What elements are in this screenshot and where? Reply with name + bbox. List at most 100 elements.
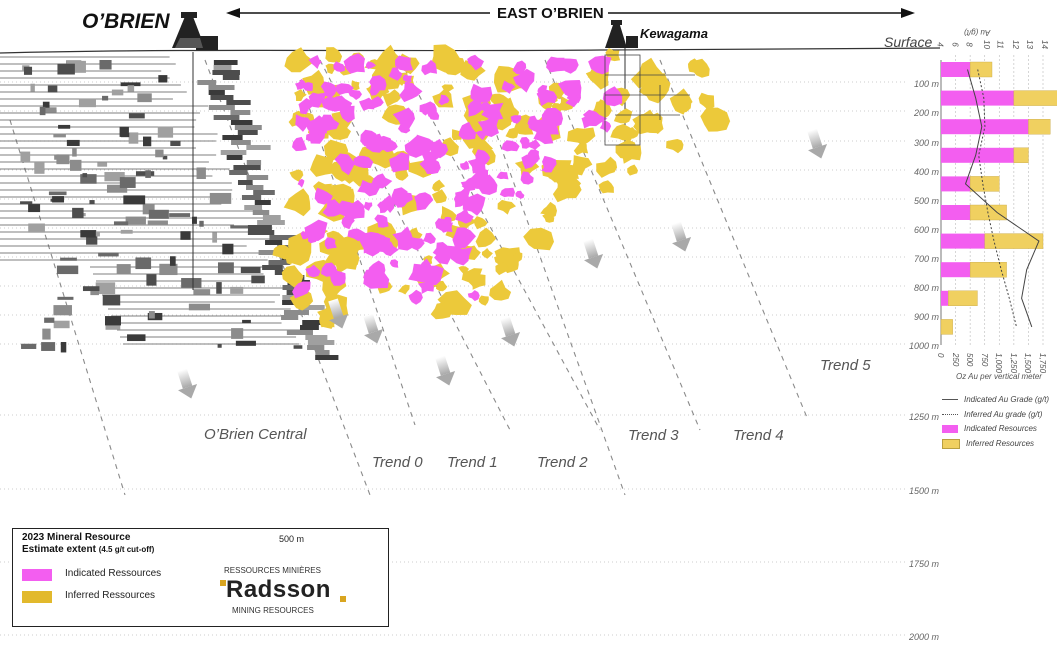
trend-line-5 <box>544 59 701 431</box>
stope-block <box>286 330 313 335</box>
inferred-block <box>598 180 614 194</box>
bar-inferred-1000m <box>940 319 953 335</box>
depth-label-1000: 1000 m <box>908 341 939 351</box>
stope-block <box>148 209 169 219</box>
oz-tick-label: 1,000 <box>994 353 1004 374</box>
indicated-block <box>365 61 377 69</box>
stope-block <box>123 195 146 205</box>
indicated-block <box>418 280 434 294</box>
inferred-block <box>284 47 315 73</box>
trend-label-2: Trend 2 <box>537 454 588 471</box>
stope-block <box>212 70 240 75</box>
stope-block <box>262 215 281 220</box>
stope-block <box>120 132 130 138</box>
inferred-block <box>431 44 461 73</box>
stope-block <box>106 184 128 193</box>
trend-label-5: Trend 5 <box>820 357 871 374</box>
stope-block <box>34 162 45 174</box>
stope-block <box>97 162 108 167</box>
legend-indicated-swatch <box>22 569 52 581</box>
indicated-block <box>305 264 321 278</box>
stope-block <box>208 105 235 110</box>
stope-block <box>113 221 129 226</box>
indicated-block <box>427 111 440 120</box>
depth-label-700: 700 m <box>913 254 939 264</box>
inferred-block <box>395 170 409 181</box>
stope-block <box>111 89 124 96</box>
stope-block <box>95 282 116 295</box>
stope-block <box>230 120 253 125</box>
indicated-block <box>300 82 313 92</box>
stope-block <box>148 311 155 319</box>
stope-block <box>159 263 178 276</box>
indicated-block <box>363 201 373 211</box>
stope-block <box>137 93 152 103</box>
trend-label-central: O’Brien Central <box>204 426 307 443</box>
stope-block <box>20 151 31 163</box>
kewagama-headframe-icon <box>605 20 638 48</box>
stope-block <box>230 225 251 229</box>
stope-block <box>143 136 152 147</box>
indicated-block <box>588 55 612 75</box>
indicated-block <box>360 237 384 257</box>
stope-block <box>258 250 278 255</box>
stope-block <box>199 220 204 227</box>
stope-block <box>99 60 112 70</box>
stope-block <box>127 85 135 92</box>
indicated-block <box>519 137 531 149</box>
inferred-block <box>613 108 633 124</box>
stope-block <box>56 265 79 275</box>
indicated-block <box>419 158 441 174</box>
depth-label-2000: 2000 m <box>908 632 939 642</box>
surface-label: Surface <box>884 34 933 50</box>
depth-label-1250: 1250 m <box>908 412 939 422</box>
inferred-block <box>473 216 488 230</box>
stope-block <box>146 274 157 286</box>
inferred-block <box>441 84 454 93</box>
inferred-block <box>497 199 516 215</box>
indicated-block <box>414 192 434 211</box>
inferred-block <box>430 302 453 320</box>
oz-tick-label: 1,750 <box>1038 353 1047 374</box>
indicated-block <box>389 152 410 173</box>
indicated-block <box>496 171 509 180</box>
inferred-block <box>489 279 512 301</box>
stope-block <box>155 149 164 158</box>
stope-block <box>246 185 264 190</box>
grade-tick-label: 12 <box>1010 40 1020 49</box>
stope-block <box>213 65 232 70</box>
side-legend-indicated-res: Indicated Resources <box>942 424 1037 433</box>
stope-block <box>120 82 141 87</box>
inferred-block <box>325 47 343 63</box>
resource-blocks <box>272 44 731 329</box>
stope-block <box>53 133 66 138</box>
stope-block <box>188 303 211 311</box>
plunge-arrow-4 <box>500 316 521 347</box>
stope-block <box>170 140 181 147</box>
indicated-block <box>308 55 322 69</box>
trend-label-4: Trend 4 <box>733 427 784 444</box>
indicated-block <box>560 58 579 74</box>
stope-block <box>282 285 299 290</box>
stope-block <box>60 342 67 353</box>
east-obrien-arrow <box>226 8 915 18</box>
stope-block <box>302 320 325 325</box>
stope-block <box>226 155 243 160</box>
indicated-block <box>324 237 337 250</box>
indicated-block <box>348 89 362 100</box>
stope-block <box>235 340 256 346</box>
bar-indicated-600m <box>941 205 971 220</box>
indicated-block <box>347 228 366 242</box>
indicated-block <box>292 281 311 299</box>
stope-block <box>80 230 97 238</box>
stope-block <box>128 132 139 144</box>
inferred-block <box>289 287 314 311</box>
stope-block <box>193 289 211 295</box>
inferred-grade-line <box>977 69 1017 328</box>
inferred-block <box>441 56 466 76</box>
inferred-block <box>644 78 670 104</box>
indicated-block <box>305 132 320 143</box>
kewagama-label: Kewagama <box>640 26 708 41</box>
